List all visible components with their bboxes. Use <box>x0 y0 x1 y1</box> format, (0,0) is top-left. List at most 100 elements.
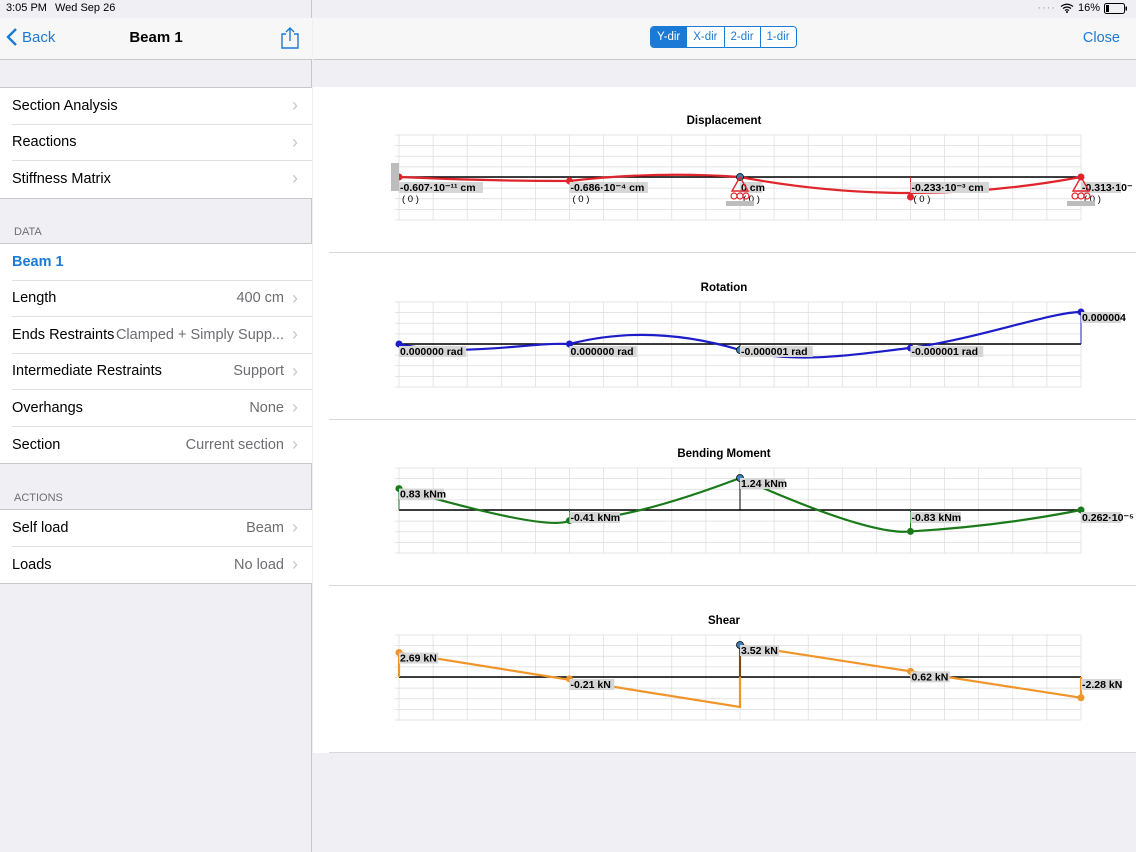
share-icon[interactable] <box>280 26 300 55</box>
main-panel: ···· 16% Y-dir X-dir 2-dir 1-dir Close Disp… <box>313 0 1136 852</box>
label-bg <box>910 512 961 523</box>
chart-bending-moment: Bending Moment 0.83 kNm -0.41 kNm 1.24 kNm -… <box>329 420 1136 586</box>
row-label: Loads <box>12 556 52 573</box>
row-label: Beam 1 <box>12 253 64 270</box>
chevron-right-icon: › <box>292 287 298 308</box>
data-label: -0.41 kNm <box>571 512 621 524</box>
label-bg <box>1081 512 1121 523</box>
row-label: Stiffness Matrix <box>12 171 111 188</box>
chevron-right-icon: › <box>292 517 298 537</box>
data-point <box>566 340 573 347</box>
label-bg <box>910 345 984 357</box>
charts-area: Displacement -0.607·10⁻¹¹ cm( 0 ) -0.686·1… <box>313 87 1136 753</box>
row-label: Intermediate Restraints <box>12 363 162 380</box>
row-value: Current section <box>185 436 284 453</box>
chart-title: Rotation <box>700 281 748 294</box>
row-value: Clamped + Simply Supp... <box>115 326 284 343</box>
chart-title: Displacement <box>686 115 762 127</box>
chevron-right-icon: › <box>292 433 298 454</box>
data-sublabel: ( 0 ) <box>914 194 931 205</box>
battery-percent: 16% <box>1077 2 1100 14</box>
data-label: 0.000000 rad <box>571 346 634 358</box>
row-section-analysis[interactable]: Section Analysis › <box>12 88 312 125</box>
data-point <box>1077 693 1085 701</box>
segment-1-dir[interactable]: 1-dir <box>760 27 796 47</box>
row-label: Reactions <box>12 134 77 151</box>
data-label: 0.000000 rad <box>400 346 463 358</box>
row-loads[interactable]: Loads No load › <box>12 547 312 584</box>
chart-svg: 0.000000 rad 0.000000 rad -0.000001 rad -0.… <box>395 301 1126 387</box>
label-bg <box>1081 678 1121 690</box>
data-sublabel: ( 0 ) <box>573 194 590 205</box>
data-group: Beam 1 Length 400 cm › Ends Restraints Clampe… <box>0 243 312 464</box>
data-label: -0.000001 rad <box>912 346 979 358</box>
segment-2-dir[interactable]: 2-dir <box>724 27 761 47</box>
label-bg <box>399 182 483 193</box>
label-bg <box>569 182 648 193</box>
data-sublabel: ( 0 ) <box>402 194 419 205</box>
row-label: Ends Restraints <box>12 326 115 343</box>
actions-section-header: ACTIONS <box>14 492 63 504</box>
row-reactions[interactable]: Reactions › <box>12 125 312 161</box>
data-label: -0.21 kN <box>571 679 611 691</box>
row-ends-restraints[interactable]: Ends Restraints Clamped + Simply Supp... › <box>12 317 312 354</box>
chart-svg: -0.607·10⁻¹¹ cm( 0 )-0.686·10⁻⁴ cm( 0 )0… <box>391 134 1133 221</box>
data-label: -0.000001 rad <box>741 346 808 358</box>
row-label: Section <box>12 436 61 453</box>
roller-support-icon <box>1067 175 1095 206</box>
row-value: 400 cm <box>236 290 284 307</box>
row-label: Overhangs <box>12 399 83 416</box>
row-length[interactable]: Length 400 cm › <box>12 281 312 317</box>
back-button[interactable]: Back <box>6 28 55 46</box>
chart-svg: 2.69 kN -0.21 kN 3.52 kN 0.62 kN -2.28 kN <box>395 634 1122 720</box>
label-bg <box>910 670 950 682</box>
wifi-icon <box>1060 3 1074 13</box>
left-navigation-bar: Back Beam 1 <box>0 18 312 60</box>
data-label: -0.233·10⁻³ cm <box>912 182 984 194</box>
data-label: 2.69 kN <box>400 652 437 664</box>
label-bg <box>399 488 444 500</box>
chevron-right-icon: › <box>292 168 298 188</box>
status-time: 3:05 PM <box>6 2 47 14</box>
data-label: 1.24 kNm <box>741 478 787 490</box>
status-bar-left: 3:05 PM Wed Sep 26 <box>6 2 123 14</box>
data-label: -0.313·10⁻ <box>1082 182 1133 194</box>
row-stiffness-matrix[interactable]: Stiffness Matrix › <box>12 161 312 198</box>
chart-rotation: Rotation 0.000000 rad 0.000000 rad -0.00000… <box>329 254 1136 420</box>
data-sublabel: ( 0 ) <box>1084 194 1101 205</box>
label-bg <box>569 678 615 690</box>
chevron-right-icon: › <box>292 131 298 152</box>
row-beam-1[interactable]: Beam 1 <box>12 244 312 281</box>
chart-title: Shear <box>708 614 740 627</box>
row-intermediate-restraints[interactable]: Intermediate Restraints Support › <box>12 354 312 390</box>
data-label: 3.52 kN <box>741 645 778 657</box>
signal-icon: ···· <box>1037 2 1056 14</box>
row-section[interactable]: Section Current section › <box>12 427 312 464</box>
chart-svg: 0.83 kNm -0.41 kNm 1.24 kNm -0.83 kNm 0.262·… <box>395 467 1134 554</box>
label-bg <box>740 644 780 656</box>
data-label: -0.607·10⁻¹¹ cm <box>400 182 476 194</box>
data-label: -0.686·10⁻⁴ cm <box>571 182 645 194</box>
battery-icon <box>1104 2 1127 14</box>
close-button[interactable]: Close <box>1082 30 1120 46</box>
row-label: Length <box>12 290 57 307</box>
chevron-right-icon: › <box>292 95 298 115</box>
row-label: Self load <box>12 519 69 536</box>
data-label: -2.28 kN <box>1082 679 1122 691</box>
direction-segmented-control: Y-dir X-dir 2-dir 1-dir <box>650 26 797 48</box>
label-bg <box>399 652 439 664</box>
clamp-support-icon <box>391 163 399 191</box>
row-value: None <box>249 399 284 416</box>
label-bg <box>740 478 785 489</box>
segment-x-dir[interactable]: X-dir <box>687 27 725 47</box>
sidebar: 3:05 PM Wed Sep 26 Back Beam 1 Section An… <box>0 0 312 852</box>
chart-grid <box>395 301 1082 387</box>
roller-support-icon <box>726 175 754 206</box>
label-bg <box>1081 311 1121 323</box>
row-self-load[interactable]: Self load Beam › <box>12 510 312 547</box>
row-value: Support <box>233 363 284 380</box>
label-bg <box>399 345 467 357</box>
chevron-right-icon: › <box>292 360 298 381</box>
row-overhangs[interactable]: Overhangs None › <box>12 390 312 427</box>
segment-y-dir[interactable]: Y-dir <box>651 27 688 47</box>
